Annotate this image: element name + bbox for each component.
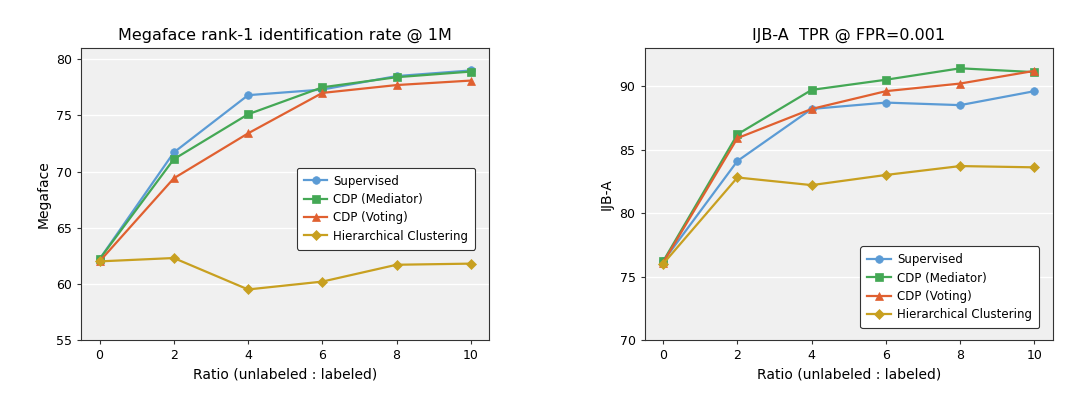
Y-axis label: IJB-A: IJB-A — [600, 178, 615, 210]
Supervised — [879, 100, 892, 105]
CDP (Mediator) — [657, 259, 670, 264]
X-axis label: Ratio (unlabeled : labeled): Ratio (unlabeled : labeled) — [757, 368, 941, 382]
CDP (Voting) — [93, 259, 106, 264]
CDP (Mediator) — [167, 157, 180, 162]
CDP (Voting) — [731, 136, 744, 140]
Hierarchical Clustering — [879, 172, 892, 177]
Line: CDP (Mediator): CDP (Mediator) — [96, 68, 474, 263]
Supervised — [657, 259, 670, 264]
CDP (Mediator) — [93, 257, 106, 262]
Hierarchical Clustering — [954, 164, 967, 168]
Supervised — [390, 74, 403, 78]
Supervised — [954, 103, 967, 108]
Hierarchical Clustering — [242, 287, 255, 292]
CDP (Mediator) — [806, 88, 819, 92]
Line: Hierarchical Clustering: Hierarchical Clustering — [96, 254, 474, 293]
Y-axis label: Megaface: Megaface — [37, 160, 51, 228]
CDP (Voting) — [390, 83, 403, 88]
Line: CDP (Voting): CDP (Voting) — [660, 67, 1038, 266]
CDP (Voting) — [954, 81, 967, 86]
Supervised — [1028, 89, 1041, 94]
CDP (Mediator) — [464, 69, 477, 74]
Supervised — [315, 87, 328, 92]
CDP (Mediator) — [1028, 70, 1041, 74]
Supervised — [806, 106, 819, 111]
Hierarchical Clustering — [1028, 165, 1041, 170]
Title: Megaface rank-1 identification rate @ 1M: Megaface rank-1 identification rate @ 1M — [119, 28, 453, 43]
CDP (Mediator) — [879, 77, 892, 82]
Title: IJB-A  TPR @ FPR=0.001: IJB-A TPR @ FPR=0.001 — [753, 28, 945, 43]
CDP (Voting) — [657, 260, 670, 265]
Hierarchical Clustering — [464, 261, 477, 266]
Hierarchical Clustering — [390, 262, 403, 267]
CDP (Voting) — [879, 89, 892, 94]
CDP (Mediator) — [390, 75, 403, 80]
CDP (Voting) — [315, 90, 328, 95]
Supervised — [167, 150, 180, 155]
CDP (Voting) — [1028, 68, 1041, 73]
Line: Hierarchical Clustering: Hierarchical Clustering — [660, 162, 1038, 268]
Line: CDP (Mediator): CDP (Mediator) — [660, 64, 1038, 265]
Legend: Supervised, CDP (Mediator), CDP (Voting), Hierarchical Clustering: Supervised, CDP (Mediator), CDP (Voting)… — [861, 246, 1039, 328]
Line: CDP (Voting): CDP (Voting) — [96, 77, 474, 265]
CDP (Mediator) — [242, 112, 255, 117]
X-axis label: Ratio (unlabeled : labeled): Ratio (unlabeled : labeled) — [193, 368, 377, 382]
Hierarchical Clustering — [806, 183, 819, 188]
Supervised — [242, 93, 255, 98]
CDP (Voting) — [464, 78, 477, 83]
Hierarchical Clustering — [315, 279, 328, 284]
CDP (Mediator) — [731, 132, 744, 137]
Line: Supervised: Supervised — [96, 67, 474, 263]
Hierarchical Clustering — [93, 259, 106, 264]
CDP (Voting) — [806, 106, 819, 111]
Hierarchical Clustering — [167, 256, 180, 260]
Hierarchical Clustering — [657, 262, 670, 266]
Line: Supervised: Supervised — [660, 87, 1038, 265]
CDP (Mediator) — [315, 85, 328, 90]
CDP (Mediator) — [954, 66, 967, 71]
Legend: Supervised, CDP (Mediator), CDP (Voting), Hierarchical Clustering: Supervised, CDP (Mediator), CDP (Voting)… — [297, 168, 475, 250]
Supervised — [731, 158, 744, 163]
Hierarchical Clustering — [731, 175, 744, 180]
Supervised — [464, 68, 477, 73]
CDP (Voting) — [167, 176, 180, 181]
Supervised — [93, 257, 106, 262]
CDP (Voting) — [242, 131, 255, 136]
